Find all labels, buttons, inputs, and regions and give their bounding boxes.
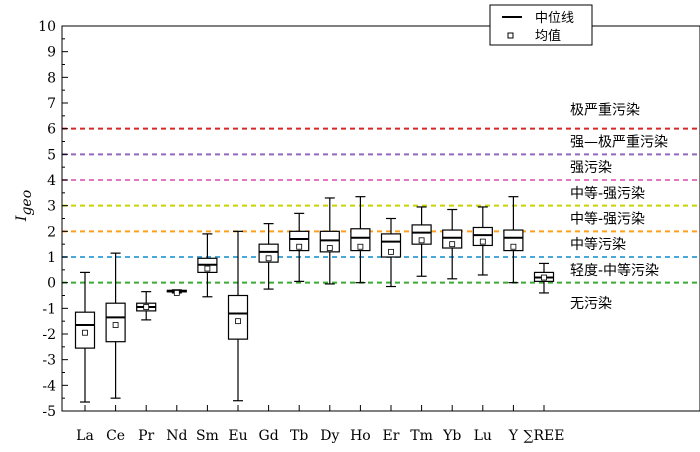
mean-marker — [449, 241, 456, 248]
mean-marker — [388, 248, 394, 255]
y-tick-label: 4 — [47, 173, 56, 189]
box-body — [350, 228, 371, 252]
legend-mean-label: 均值 — [535, 28, 561, 44]
x-tick-label: La — [76, 428, 94, 444]
x-tick-label: Sm — [196, 428, 219, 444]
zone-label: 中等-强污染 — [570, 211, 645, 228]
y-tick-label: 2 — [47, 224, 56, 240]
legend-mean-swatch — [507, 32, 514, 39]
y-tick-label: 8 — [47, 70, 56, 86]
box-Lu — [472, 206, 493, 276]
zone-label: 强污染 — [570, 160, 612, 176]
mean-marker — [173, 290, 180, 296]
y-tick-label: 10 — [38, 19, 56, 35]
box-body — [472, 226, 493, 247]
box-body — [411, 224, 432, 245]
mean-marker — [541, 274, 547, 281]
y-axis: -5 -4 -3 -2 -1 0 1 2 3 4 5 6 7 8 9 10 — [38, 19, 68, 420]
zone-label: 无污染 — [570, 296, 612, 312]
x-tick-label: Gd — [259, 428, 279, 444]
mean-marker — [143, 304, 150, 310]
x-tick-label: ∑REE — [524, 428, 565, 444]
box-Yb — [442, 208, 463, 280]
x-tick-label: Nd — [166, 428, 187, 444]
y-tick-label: -2 — [42, 327, 56, 343]
y-tick-label: -3 — [42, 353, 56, 369]
plot-frame — [61, 25, 700, 412]
zone-label: 中等污染 — [570, 236, 626, 253]
x-tick-label: Tb — [290, 428, 308, 444]
y-axis-label-sub: geo — [19, 190, 35, 216]
box-∑REE — [533, 262, 555, 294]
box-body — [442, 229, 463, 249]
y-tick-label: 9 — [47, 45, 56, 61]
y-axis-label: Igeo — [14, 190, 35, 222]
mean-marker — [296, 243, 303, 250]
legend-box — [489, 4, 593, 46]
x-tick-label: Er — [383, 428, 400, 444]
mean-marker — [235, 318, 241, 325]
y-tick-label: -1 — [42, 301, 56, 317]
legend: 中位线 均值 — [489, 4, 593, 46]
box-Dy — [319, 197, 340, 285]
x-tick-label: Ce — [106, 428, 125, 444]
box-Ho — [350, 196, 371, 284]
x-tick-label: Y — [508, 428, 519, 444]
zone-label: 轻度-中等污染 — [570, 262, 659, 279]
mean-marker — [204, 265, 211, 272]
box-plots — [74, 196, 555, 403]
x-tick-label: Pr — [138, 428, 154, 444]
x-axis-labels: La Ce Pr Nd Sm Eu Gd Tb Dy Ho Er Tm Yb Lu Y ∑REE — [76, 405, 564, 444]
box-Pr — [136, 291, 157, 321]
x-tick-label: Dy — [320, 428, 339, 444]
box-Nd — [166, 289, 187, 296]
zone-label: 强—极严重污染 — [570, 135, 668, 151]
zone-label: 极严重污染 — [570, 102, 640, 118]
x-tick-label: Tm — [410, 428, 433, 444]
x-tick-label: Yb — [442, 428, 461, 444]
box-Tm — [411, 206, 432, 277]
mean-marker — [479, 238, 486, 245]
x-tick-label: Ho — [350, 428, 371, 444]
y-tick-label: 6 — [47, 122, 56, 138]
box-body — [319, 230, 340, 253]
box-La — [74, 271, 96, 403]
mean-marker — [82, 329, 88, 336]
mean-marker — [112, 322, 119, 328]
box-Ce — [105, 252, 126, 399]
box-Eu — [227, 230, 249, 402]
box-body — [258, 243, 279, 263]
y-tick-label: -4 — [42, 378, 56, 394]
box-body — [503, 229, 524, 252]
box-Er — [380, 217, 402, 288]
threshold-lines — [62, 127, 700, 284]
mean-marker — [265, 255, 272, 262]
box-Tb — [289, 212, 310, 282]
mean-marker — [418, 237, 425, 244]
mean-marker — [326, 245, 333, 251]
box-Sm — [197, 233, 218, 298]
box-body — [227, 294, 249, 340]
box-body — [289, 230, 310, 252]
mean-marker — [510, 243, 517, 250]
x-tick-label: Eu — [228, 428, 247, 444]
zone-label: 中等-强污染 — [570, 185, 645, 202]
box-body — [380, 233, 402, 258]
y-tick-label: -5 — [42, 404, 56, 420]
x-tick-label: Lu — [474, 428, 492, 444]
y-tick-label: 5 — [47, 147, 56, 163]
y-tick-label: 3 — [47, 199, 56, 215]
y-tick-label: 1 — [47, 250, 56, 266]
y-axis-label-main: I — [14, 215, 30, 222]
y-tick-label: 7 — [47, 96, 56, 112]
mean-marker — [357, 243, 364, 250]
box-Y — [503, 196, 524, 284]
box-Gd — [258, 223, 279, 290]
legend-median-label: 中位线 — [535, 11, 574, 26]
y-tick-label: 0 — [47, 276, 56, 292]
zone-labels: 极严重污染强—极严重污染强污染中等-强污染中等-强污染中等污染轻度-中等污染无污… — [570, 102, 668, 312]
